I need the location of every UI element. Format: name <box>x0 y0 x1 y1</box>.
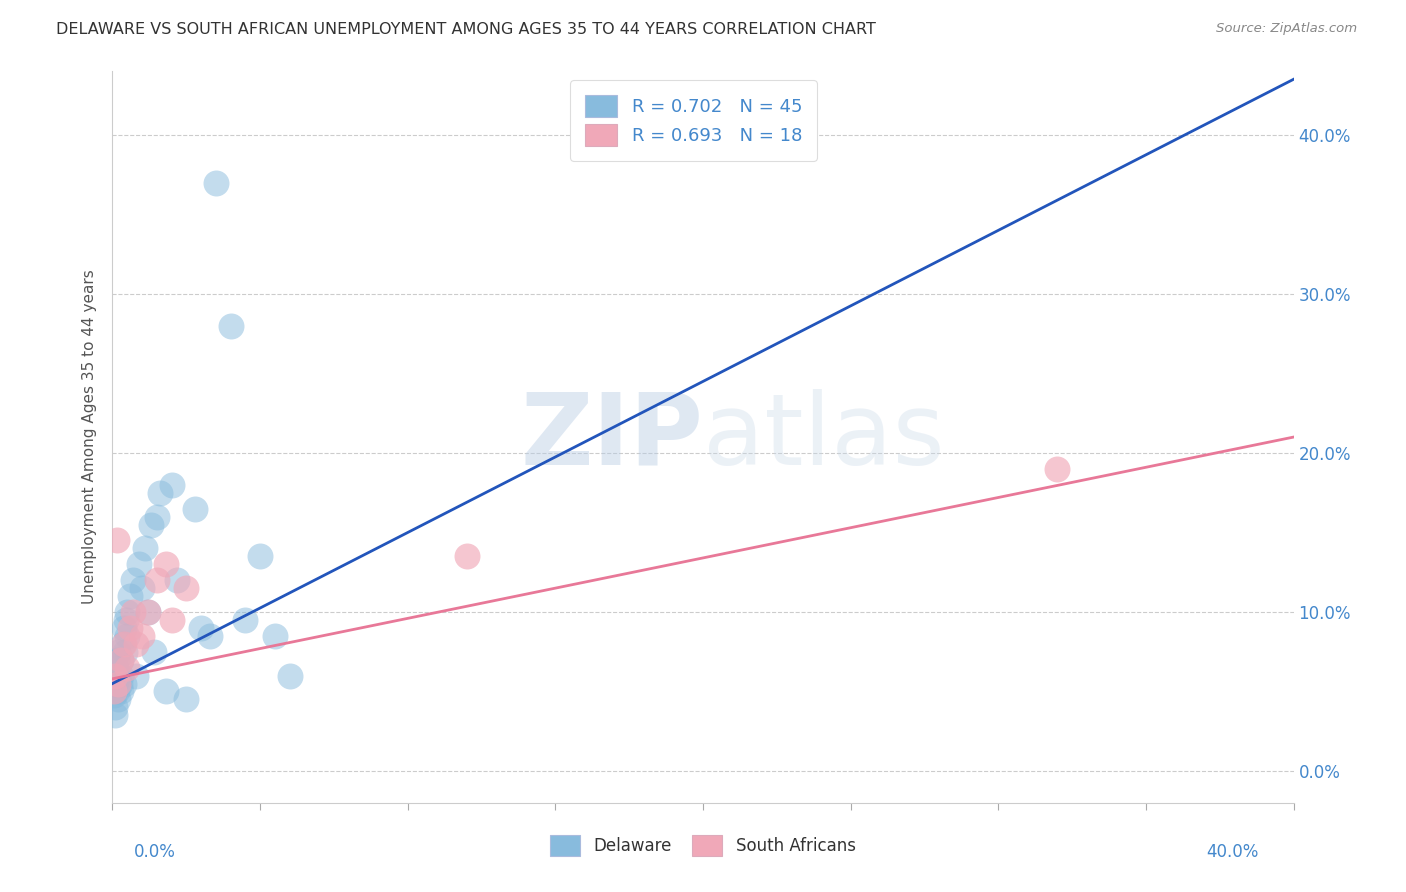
Point <box>122 573 145 587</box>
Point <box>146 573 169 587</box>
Point <box>155 558 177 572</box>
Text: Source: ZipAtlas.com: Source: ZipAtlas.com <box>1216 22 1357 36</box>
Text: ZIP: ZIP <box>520 389 703 485</box>
Point <box>125 637 148 651</box>
Point <box>131 629 153 643</box>
Point <box>122 605 145 619</box>
Point <box>233 613 256 627</box>
Point <box>205 176 228 190</box>
Point <box>114 613 136 627</box>
Point <box>136 605 159 619</box>
Point <box>103 684 125 698</box>
Point <box>107 645 129 659</box>
Point <box>139 517 162 532</box>
Point <box>278 668 301 682</box>
Point <box>112 621 135 635</box>
Point <box>112 637 135 651</box>
Point <box>107 676 129 690</box>
Text: DELAWARE VS SOUTH AFRICAN UNEMPLOYMENT AMONG AGES 35 TO 44 YEARS CORRELATION CHA: DELAWARE VS SOUTH AFRICAN UNEMPLOYMENT A… <box>56 22 876 37</box>
Point <box>249 549 271 564</box>
Point <box>103 688 125 702</box>
Point <box>134 541 156 556</box>
Point <box>114 645 136 659</box>
Point <box>142 645 165 659</box>
Point <box>190 621 212 635</box>
Point <box>131 581 153 595</box>
Point <box>110 653 132 667</box>
Y-axis label: Unemployment Among Ages 35 to 44 years: Unemployment Among Ages 35 to 44 years <box>82 269 97 605</box>
Point <box>110 653 132 667</box>
Point <box>219 318 242 333</box>
Point <box>128 558 150 572</box>
Legend: Delaware, South Africans: Delaware, South Africans <box>543 827 863 864</box>
Point <box>112 676 135 690</box>
Point <box>108 676 131 690</box>
Point <box>105 660 128 674</box>
Point <box>264 629 287 643</box>
Point <box>104 708 127 723</box>
Point <box>104 676 127 690</box>
Point <box>111 637 134 651</box>
Point <box>160 613 183 627</box>
Text: atlas: atlas <box>703 389 945 485</box>
Point <box>117 660 138 674</box>
Point <box>104 700 127 714</box>
Point <box>107 692 129 706</box>
Point <box>149 485 172 500</box>
Point <box>105 684 128 698</box>
Text: 0.0%: 0.0% <box>134 843 176 861</box>
Point <box>104 668 127 682</box>
Point <box>146 509 169 524</box>
Point <box>120 621 142 635</box>
Point <box>174 581 197 595</box>
Point <box>1046 462 1069 476</box>
Point <box>117 605 138 619</box>
Point <box>160 477 183 491</box>
Point <box>166 573 188 587</box>
Point <box>110 684 132 698</box>
Point <box>456 549 478 564</box>
Point <box>155 684 177 698</box>
Point <box>110 668 132 682</box>
Point <box>105 653 128 667</box>
Point <box>120 589 142 603</box>
Point <box>136 605 159 619</box>
Point <box>105 533 128 548</box>
Point <box>117 629 138 643</box>
Point <box>174 692 197 706</box>
Point <box>198 629 221 643</box>
Point <box>184 501 207 516</box>
Point <box>125 668 148 682</box>
Point <box>107 668 129 682</box>
Text: 40.0%: 40.0% <box>1206 843 1258 861</box>
